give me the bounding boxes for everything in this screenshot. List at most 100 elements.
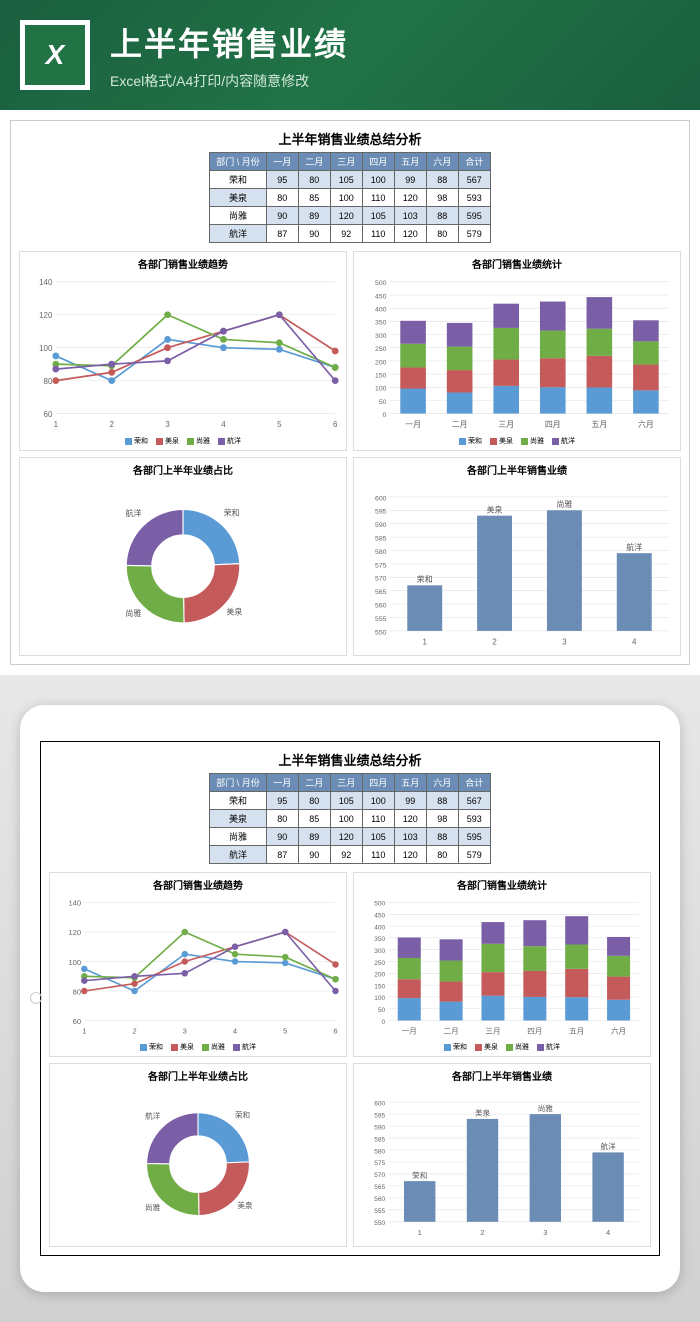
svg-text:4: 4 [233, 1027, 237, 1036]
svg-text:2: 2 [132, 1027, 136, 1036]
svg-text:80: 80 [73, 988, 81, 997]
svg-text:575: 575 [375, 562, 387, 569]
svg-text:荣和: 荣和 [412, 1170, 427, 1180]
table-cell: 95 [266, 792, 298, 810]
svg-text:美泉: 美泉 [226, 606, 242, 616]
svg-text:3: 3 [165, 420, 170, 429]
svg-text:570: 570 [374, 1173, 385, 1180]
table-cell: 99 [394, 171, 426, 189]
legend-item: 美泉 [475, 1042, 498, 1052]
table-col-header: 六月 [426, 774, 458, 792]
svg-text:50: 50 [378, 1007, 386, 1014]
chart-title: 各部门销售业绩统计 [358, 877, 646, 892]
donut-chart-svg: 荣和美泉尚雅航洋 [54, 1087, 342, 1241]
table-cell: 595 [458, 828, 490, 846]
svg-text:4: 4 [606, 1228, 610, 1237]
table-cell: 89 [298, 828, 330, 846]
svg-text:航洋: 航洋 [126, 508, 142, 518]
chart-title: 各部门上半年业绩占比 [24, 462, 342, 477]
svg-text:350: 350 [375, 320, 387, 327]
legend-item: 荣和 [125, 436, 148, 446]
svg-text:航洋: 航洋 [626, 542, 642, 552]
line-chart-box: 各部门销售业绩趋势 6080100120140123456 荣和美泉尚雅航洋 [19, 251, 347, 451]
legend-item: 荣和 [459, 436, 482, 446]
svg-text:580: 580 [374, 1149, 385, 1156]
svg-text:3: 3 [543, 1228, 547, 1237]
bar-chart-box: 各部门上半年销售业绩 55055556056557057558058559059… [353, 1063, 651, 1246]
sales-table: 部门 \ 月份一月二月三月四月五月六月合计荣和95801051009988567… [209, 152, 491, 243]
svg-text:300: 300 [375, 333, 387, 340]
table-cell: 105 [330, 171, 362, 189]
table-col-header: 五月 [394, 153, 426, 171]
svg-text:四月: 四月 [545, 420, 561, 429]
stacked-chart-box: 各部门销售业绩统计 050100150200250300350400450500… [353, 872, 651, 1057]
spreadsheet-sheet: 上半年销售业绩总结分析部门 \ 月份一月二月三月四月五月六月合计荣和958010… [10, 120, 690, 665]
table-cell: 88 [426, 792, 458, 810]
table-cell: 579 [458, 225, 490, 243]
svg-text:595: 595 [375, 509, 387, 516]
table-cell: 85 [298, 810, 330, 828]
table-col-header: 四月 [362, 153, 394, 171]
bar-chart-svg: 550555560565570575580585590595600荣和1美泉2尚… [358, 481, 676, 651]
table-cell: 567 [458, 792, 490, 810]
donut-chart-svg: 荣和美泉尚雅航洋 [24, 481, 342, 651]
svg-text:50: 50 [379, 399, 387, 406]
chart-title: 各部门销售业绩统计 [358, 256, 676, 271]
svg-text:0: 0 [381, 1019, 385, 1026]
svg-text:570: 570 [375, 576, 387, 583]
svg-text:560: 560 [375, 603, 387, 610]
svg-text:航洋: 航洋 [601, 1142, 617, 1152]
table-cell: 99 [394, 792, 426, 810]
table-cell: 80 [426, 225, 458, 243]
svg-text:595: 595 [374, 1113, 385, 1120]
donut-chart-box: 各部门上半年业绩占比 荣和美泉尚雅航洋 [49, 1063, 347, 1246]
svg-text:0: 0 [383, 412, 387, 419]
svg-text:美泉: 美泉 [237, 1201, 253, 1211]
table-cell: 100 [330, 189, 362, 207]
table-total-header: 合计 [458, 153, 490, 171]
legend-item: 美泉 [171, 1042, 194, 1052]
svg-text:600: 600 [375, 495, 387, 502]
table-cell: 85 [298, 189, 330, 207]
svg-text:六月: 六月 [611, 1026, 626, 1036]
svg-text:550: 550 [375, 629, 387, 636]
sheet-preview-top: 包图网 包图网 上半年销售业绩总结分析部门 \ 月份一月二月三月四月五月六月合计… [0, 110, 700, 675]
svg-text:100: 100 [39, 344, 53, 353]
svg-text:3: 3 [562, 638, 567, 647]
table-row-header: 荣和 [210, 171, 267, 189]
table-cell: 80 [266, 189, 298, 207]
table-total-header: 合计 [458, 774, 490, 792]
tablet-screen: 上半年销售业绩总结分析部门 \ 月份一月二月三月四月五月六月合计荣和958010… [40, 741, 660, 1255]
svg-text:尚雅: 尚雅 [538, 1103, 554, 1113]
excel-icon: X [20, 20, 90, 90]
svg-text:500: 500 [374, 901, 385, 908]
table-cell: 103 [394, 207, 426, 225]
svg-text:尚雅: 尚雅 [125, 608, 141, 618]
svg-text:565: 565 [375, 589, 387, 596]
table-cell: 110 [362, 810, 394, 828]
table-cell: 120 [330, 207, 362, 225]
svg-text:100: 100 [68, 958, 81, 967]
charts-grid: 各部门销售业绩趋势 6080100120140123456 荣和美泉尚雅航洋 各… [49, 872, 651, 1246]
line-chart-svg: 6080100120140123456 [54, 896, 342, 1040]
svg-text:300: 300 [374, 948, 385, 955]
table-col-header: 三月 [330, 153, 362, 171]
svg-text:500: 500 [375, 280, 387, 287]
legend-item: 尚雅 [521, 436, 544, 446]
legend-item: 美泉 [156, 436, 179, 446]
table-cell: 120 [394, 189, 426, 207]
table-row-header: 航洋 [210, 225, 267, 243]
svg-text:585: 585 [374, 1137, 385, 1144]
table-col-header: 四月 [362, 774, 394, 792]
table-cell: 105 [362, 828, 394, 846]
table-col-header: 一月 [266, 774, 298, 792]
donut-chart-box: 各部门上半年业绩占比 荣和美泉尚雅航洋 [19, 457, 347, 656]
table-corner: 部门 \ 月份 [210, 153, 267, 171]
page-header: X 上半年销售业绩 Excel格式/A4打印/内容随意修改 [0, 0, 700, 110]
svg-text:140: 140 [68, 899, 81, 908]
svg-text:2: 2 [492, 638, 497, 647]
line-chart-box: 各部门销售业绩趋势 6080100120140123456 荣和美泉尚雅航洋 [49, 872, 347, 1057]
svg-text:250: 250 [375, 346, 387, 353]
table-cell: 88 [426, 171, 458, 189]
table-row-header: 航洋 [210, 846, 267, 864]
